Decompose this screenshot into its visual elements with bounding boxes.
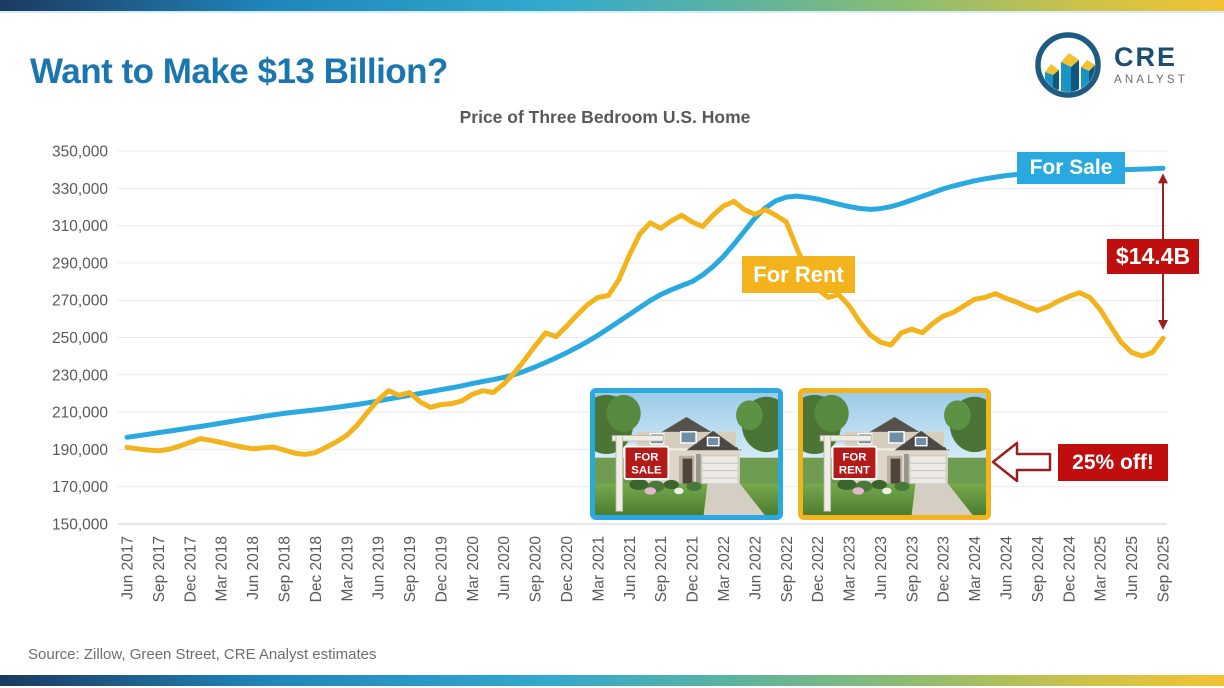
x-tick-label: Dec 2020	[559, 536, 576, 603]
x-tick-label: Jun 2022	[747, 536, 764, 600]
x-tick-label: Jun 2020	[496, 536, 513, 600]
y-tick-label: 210,000	[52, 405, 108, 422]
logo-name: CRE	[1114, 42, 1178, 72]
y-tick-label: 290,000	[52, 255, 108, 272]
x-tick-label: Mar 2025	[1093, 536, 1110, 601]
for-rent-series-label: For Rent	[742, 256, 855, 293]
y-tick-label: 310,000	[52, 218, 108, 235]
logo-buildings-icon	[1035, 32, 1101, 98]
x-tick-label: Jun 2018	[245, 536, 262, 600]
house-illustration: FOR SALE	[595, 393, 778, 515]
sale-sign-line2: SALE	[631, 465, 662, 477]
top-gradient-bar	[0, 0, 1224, 11]
source-note: Source: Zillow, Green Street, CRE Analys…	[28, 646, 377, 663]
x-tick-label: Sep 2024	[1030, 536, 1047, 603]
x-tick-label: Jun 2021	[622, 536, 639, 600]
x-tick-label: Sep 2020	[528, 536, 545, 603]
x-tick-label: Mar 2019	[339, 536, 356, 601]
x-tick-label: Sep 2021	[653, 536, 670, 602]
x-tick-label: Dec 2024	[1061, 536, 1078, 603]
x-tick-label: Sep 2025	[1156, 536, 1173, 602]
x-tick-label: Dec 2023	[936, 536, 953, 602]
house-for-sale-photo: FOR SALE	[590, 388, 783, 520]
x-tick-label: Dec 2022	[810, 536, 827, 602]
y-tick-label: 150,000	[52, 517, 108, 534]
x-tick-label: Sep 2018	[276, 536, 293, 602]
sale-sign-line1: FOR	[634, 452, 658, 464]
x-tick-label: Mar 2018	[214, 536, 231, 601]
y-tick-label: 230,000	[52, 367, 108, 384]
y-tick-label: 250,000	[52, 330, 108, 347]
chart-title: Price of Three Bedroom U.S. Home	[459, 107, 751, 127]
logo-wordmark: CRE ANALYST	[1114, 42, 1188, 87]
y-tick-label: 190,000	[52, 442, 108, 459]
series-line-for-rent	[124, 198, 1166, 457]
x-tick-label: Sep 2023	[904, 536, 921, 602]
x-tick-label: Dec 2019	[433, 536, 450, 602]
for-sale-series-label: For Sale	[1017, 152, 1125, 184]
x-tick-label: Mar 2023	[842, 536, 859, 601]
cre-analyst-logo: CRE ANALYST	[1034, 31, 1188, 99]
rent-sign-line2: RENT	[839, 465, 870, 477]
x-tick-label: Dec 2021	[685, 536, 702, 602]
series-line-for-sale	[124, 165, 1166, 440]
y-tick-label: 350,000	[52, 144, 108, 161]
x-tick-label: Jun 2023	[873, 536, 890, 600]
rent-sign-line1: FOR	[842, 452, 866, 464]
y-tick-label: 170,000	[52, 479, 108, 496]
difference-badge: $14.4B	[1107, 239, 1199, 274]
y-tick-label: 270,000	[52, 293, 108, 310]
x-tick-label: Sep 2017	[151, 536, 168, 602]
x-tick-label: Jun 2024	[999, 536, 1016, 600]
y-tick-label: 330,000	[52, 181, 108, 198]
house-illustration: FOR RENT	[803, 393, 986, 515]
x-tick-label: Dec 2017	[182, 536, 199, 602]
x-tick-label: Sep 2019	[402, 536, 419, 602]
difference-arrow-head-bottom	[1158, 320, 1168, 331]
x-tick-label: Mar 2024	[967, 536, 984, 602]
x-tick-label: Jun 2025	[1124, 536, 1141, 600]
bottom-gradient-bar	[0, 675, 1224, 686]
x-tick-label: Mar 2020	[465, 536, 482, 602]
house-for-rent-photo: FOR RENT	[798, 388, 991, 520]
x-tick-label: Jun 2019	[371, 536, 388, 600]
page-title: Want to Make $13 Billion?	[30, 52, 448, 92]
x-tick-label: Sep 2022	[779, 536, 796, 602]
logo-subname: ANALYST	[1114, 74, 1188, 86]
x-tick-label: Mar 2022	[716, 536, 733, 601]
x-tick-label: Dec 2018	[308, 536, 325, 602]
discount-badge: 25% off!	[1058, 444, 1168, 481]
difference-arrow-head-top	[1158, 173, 1168, 184]
left-arrow-icon	[991, 441, 1052, 483]
x-tick-label: Jun 2017	[120, 536, 137, 600]
x-tick-label: Mar 2021	[590, 536, 607, 601]
